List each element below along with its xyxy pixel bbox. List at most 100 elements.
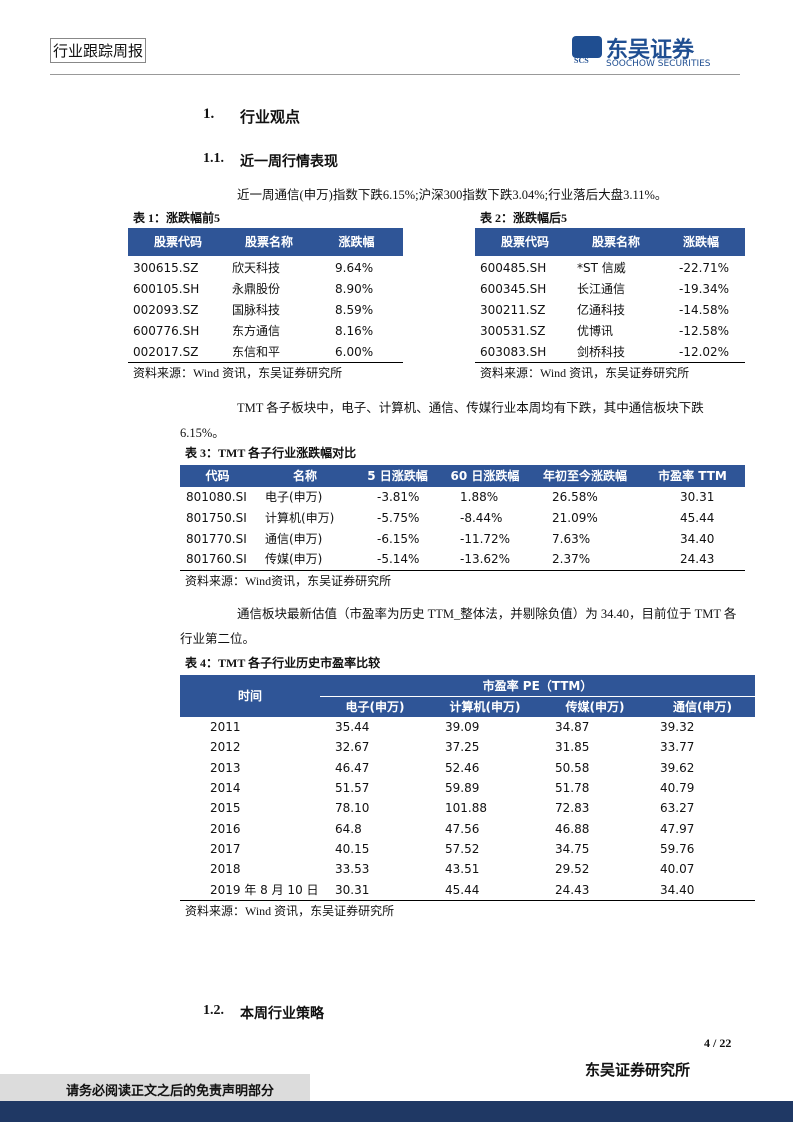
header-cell: 电子(申万) xyxy=(345,699,405,714)
table-cell: -12.58% xyxy=(679,323,730,338)
table-cell: -3.81% xyxy=(377,490,420,505)
table-caption: 表 2：涨跌幅后5 xyxy=(480,211,568,225)
table-cell: 101.88 xyxy=(445,801,487,816)
table-cell: 永鼎股份 xyxy=(232,281,281,296)
table-cell: 40.07 xyxy=(660,862,695,877)
table-cell: 2018 xyxy=(210,862,241,877)
header-cell: 市盈率 PE（TTM） xyxy=(482,678,593,693)
table-cell: 59.89 xyxy=(445,781,480,796)
table-cell: *ST 信威 xyxy=(577,260,626,275)
table-cell: 78.10 xyxy=(335,801,370,816)
table-cell: 2.37% xyxy=(552,552,591,567)
table-cell: 002093.SZ xyxy=(133,302,199,317)
table-cell: 47.56 xyxy=(445,821,480,836)
table-cell: 47.97 xyxy=(660,821,695,836)
table-cell: 600345.SH xyxy=(480,281,547,296)
table-cell: 26.58% xyxy=(552,490,598,505)
header-rule xyxy=(50,74,740,75)
table-cell: 46.47 xyxy=(335,760,370,775)
table-cell: 6.00% xyxy=(335,344,374,359)
table-cell: 37.25 xyxy=(445,740,480,755)
table-caption: 表 1：涨跌幅前5 xyxy=(133,211,221,225)
table-cell: 东信和平 xyxy=(232,344,281,359)
table-cell: 30.31 xyxy=(335,882,370,897)
table-cell: 计算机(申万) xyxy=(265,511,335,526)
header-cell: 60 日涨跌幅 xyxy=(450,469,520,483)
table-caption: 表 3：TMT 各子行业涨跌幅对比 xyxy=(185,446,357,460)
table-cell: 35.44 xyxy=(335,720,370,735)
table-cell: -11.72% xyxy=(460,531,511,546)
table-cell: 30.31 xyxy=(680,490,715,505)
logo-icon xyxy=(572,36,602,58)
table-cell: 40.15 xyxy=(335,841,370,856)
table-cell: 39.09 xyxy=(445,720,480,735)
table-source: 资料来源：Wind 资讯，东吴证券研究所 xyxy=(480,366,690,380)
table-cell: 32.67 xyxy=(335,740,370,755)
table-cell: 长江通信 xyxy=(577,281,626,296)
table-cell: 46.88 xyxy=(555,821,590,836)
table-cell: 24.43 xyxy=(555,882,590,897)
paragraph: 通信板块最新估值（市盈率为历史 TTM_整体法，并剔除负值）为 34.40，目前… xyxy=(180,607,737,646)
table-cell: -5.75% xyxy=(377,511,420,526)
table-cell: -8.44% xyxy=(460,511,503,526)
table-cell: 8.59% xyxy=(335,302,374,317)
table-cell: 45.44 xyxy=(680,511,715,526)
table-cell: 剑桥科技 xyxy=(577,344,626,359)
header-cell: 年初至今涨跌幅 xyxy=(542,469,627,483)
table-cell: -5.14% xyxy=(377,552,420,567)
table-cell: 33.53 xyxy=(335,862,370,877)
logo-abbr: SCS xyxy=(574,56,589,65)
table-caption: 表 4：TMT 各子行业历史市盈率比较 xyxy=(185,656,381,670)
table-rule xyxy=(180,899,755,901)
page-number: 4 / 22 xyxy=(704,1036,732,1050)
header-cell: 股票名称 xyxy=(244,235,293,249)
table-cell: -6.15% xyxy=(377,531,420,546)
header-cell: 股票代码 xyxy=(500,235,549,249)
table-cell: -19.34% xyxy=(679,281,730,296)
table-rule xyxy=(180,569,745,571)
table-header xyxy=(128,228,403,256)
header-cell: 市盈率 TTM xyxy=(658,469,727,483)
table-cell: 600105.SH xyxy=(133,281,200,296)
table-header xyxy=(180,465,745,487)
table-cell: 通信(申万) xyxy=(265,531,323,546)
table-cell: 8.16% xyxy=(335,323,374,338)
table-cell: 002017.SZ xyxy=(133,344,199,359)
table-cell: 39.62 xyxy=(660,760,695,775)
table-source: 资料来源：Wind资讯，东吴证券研究所 xyxy=(185,573,392,588)
table-cell: 8.90% xyxy=(335,281,374,296)
heading: 行业观点 xyxy=(240,110,301,126)
table-cell: 33.77 xyxy=(660,740,695,755)
table-source: 资料来源：Wind 资讯，东吴证券研究所 xyxy=(133,366,343,380)
table-cell: 2013 xyxy=(210,760,241,775)
table-cell: 603083.SH xyxy=(480,344,547,359)
table-cell: 63.27 xyxy=(660,801,695,816)
table-cell: 801080.SI xyxy=(186,490,247,505)
table-cell: 欣天科技 xyxy=(232,260,281,275)
table-cell: 34.40 xyxy=(680,531,715,546)
table-cell: 2019 年 8 月 10 日 xyxy=(210,882,319,897)
table-cell: 64.8 xyxy=(335,821,362,836)
header-cell: 代码 xyxy=(205,469,230,483)
footer-institute: 东吴证券研究所 xyxy=(585,1063,691,1079)
table-cell: 29.52 xyxy=(555,862,590,877)
table-cell: 电子(申万) xyxy=(265,490,323,505)
footer-bar xyxy=(0,1101,793,1122)
heading-number: 1. xyxy=(203,106,215,122)
header-title: 行业跟踪周报 xyxy=(50,38,147,63)
heading-number: 1.1. xyxy=(203,151,224,166)
table-cell: -22.71% xyxy=(679,260,730,275)
table-cell: 31.85 xyxy=(555,740,590,755)
header-cell: 股票代码 xyxy=(153,235,202,249)
disclaimer: 请务必阅读正文之后的免责声明部分 xyxy=(66,1083,275,1098)
table-cell: 34.40 xyxy=(660,882,695,897)
table-cell: 2012 xyxy=(210,740,241,755)
table-cell: 34.87 xyxy=(555,720,590,735)
table-cell: 39.32 xyxy=(660,720,695,735)
table-cell: 1.88% xyxy=(460,490,499,505)
table-cell: 801760.SI xyxy=(186,552,247,567)
header-cell: 涨跌幅 xyxy=(338,235,375,249)
table-rule xyxy=(128,362,403,363)
logo-english: SOOCHOW SECURITIES xyxy=(606,59,711,69)
